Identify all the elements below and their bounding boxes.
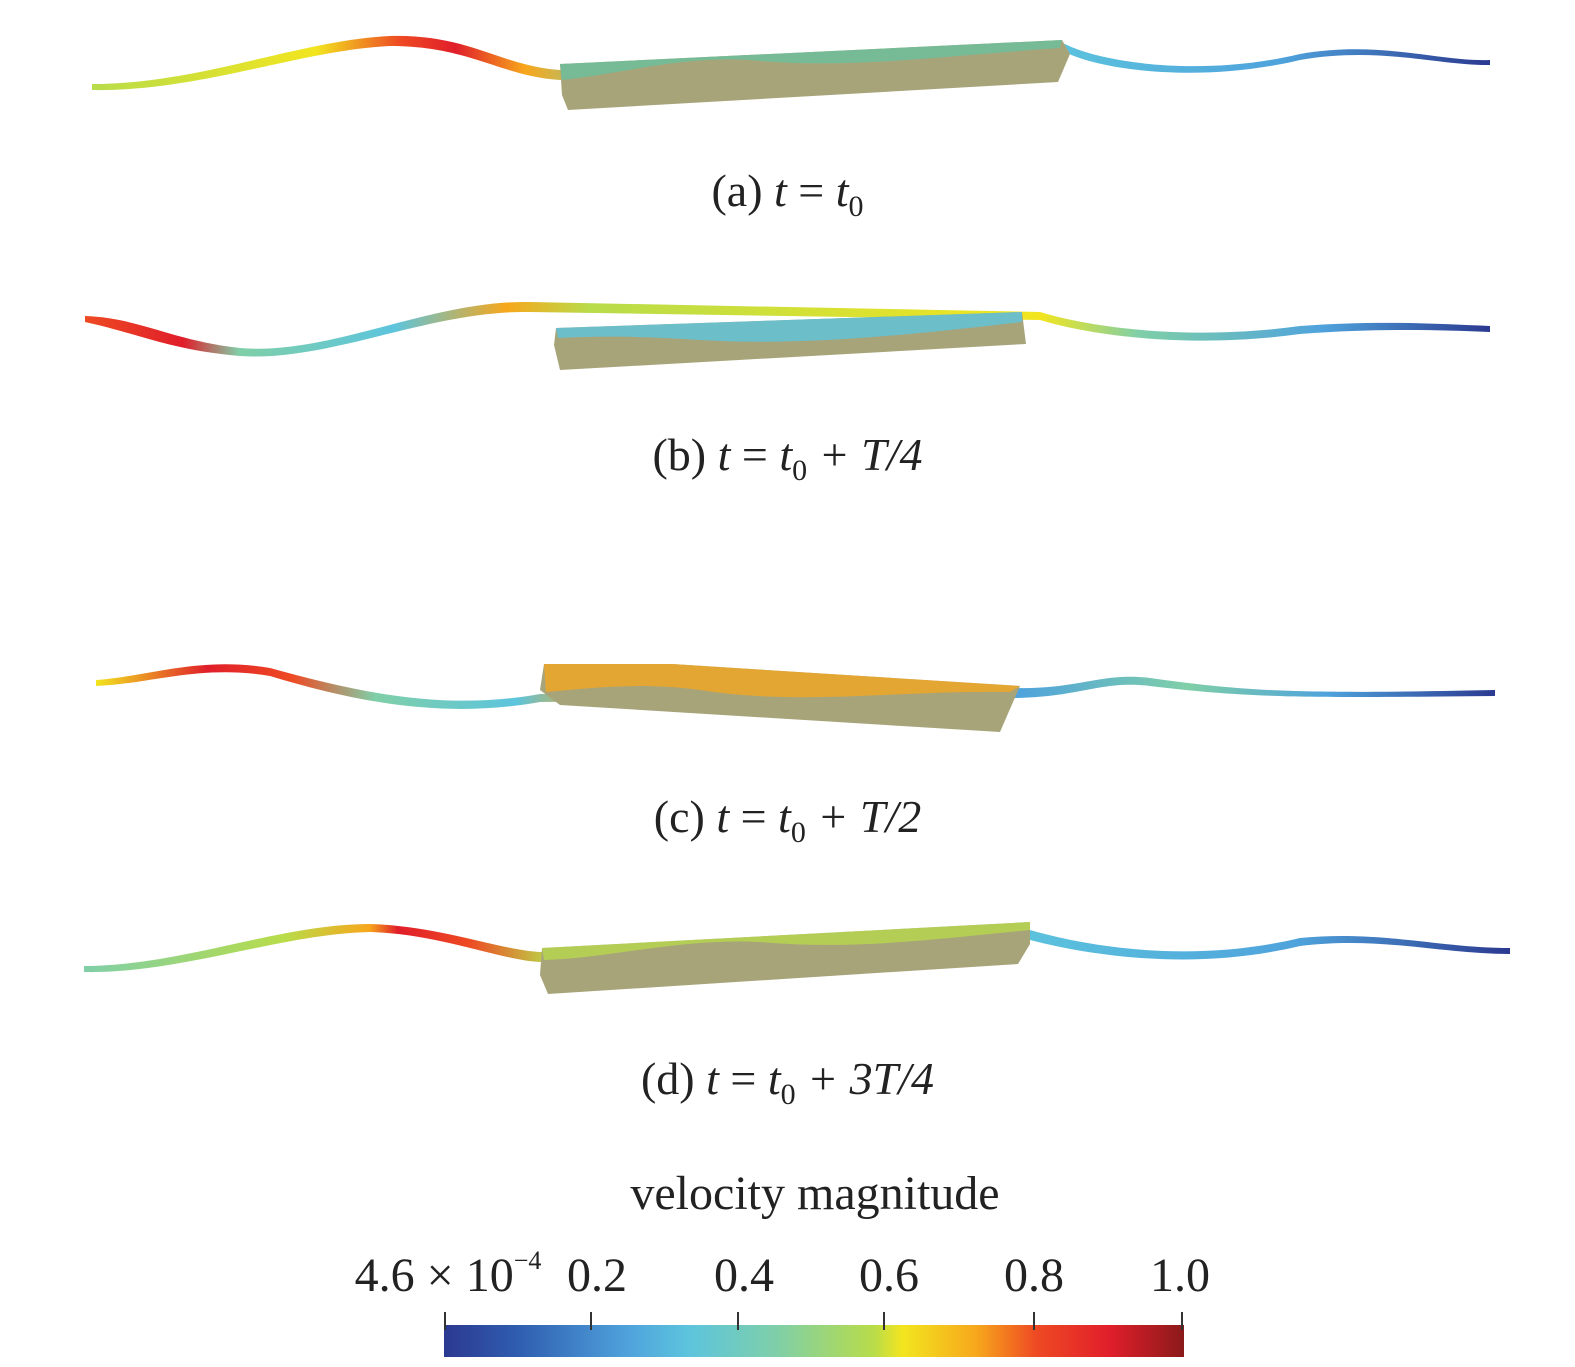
colorbar-tick-label: 0.2 xyxy=(567,1249,627,1302)
free-surface-b xyxy=(85,301,1490,357)
colorbar-min-label: 4.6 × 10−4 xyxy=(354,1246,542,1303)
panel-d-plot xyxy=(84,922,1510,994)
body-top-flow-a xyxy=(560,40,1062,80)
floating-body-a xyxy=(560,40,1070,110)
panel-a-plot xyxy=(92,35,1490,110)
body-top-flow-d xyxy=(542,922,1030,960)
caption-c: (c) t = t0 + T/2 xyxy=(653,791,922,849)
colorbar-gradient xyxy=(444,1325,1184,1357)
body-top-flow-c xyxy=(544,664,1020,698)
colorbar-tick-label: 1.0 xyxy=(1150,1249,1210,1302)
colorbar-tick-label: 0.6 xyxy=(859,1249,919,1302)
body-top-flow-b xyxy=(556,312,1022,342)
panel-b-plot xyxy=(85,301,1490,370)
colorbar-title: velocity magnitude xyxy=(630,1167,1000,1220)
colorbar xyxy=(444,1312,1184,1357)
caption-d: (d) t = t0 + 3T/4 xyxy=(640,1053,935,1111)
caption-b: (b) t = t0 + T/4 xyxy=(652,429,923,487)
free-surface-c xyxy=(96,664,1495,709)
colorbar-tick-label: 0.4 xyxy=(714,1249,774,1302)
colorbar-tick-label: 0.8 xyxy=(1004,1249,1064,1302)
panel-c-plot xyxy=(96,664,1495,732)
caption-a: (a) t = t0 xyxy=(711,165,864,223)
colorbar-ticks xyxy=(444,1312,1183,1330)
